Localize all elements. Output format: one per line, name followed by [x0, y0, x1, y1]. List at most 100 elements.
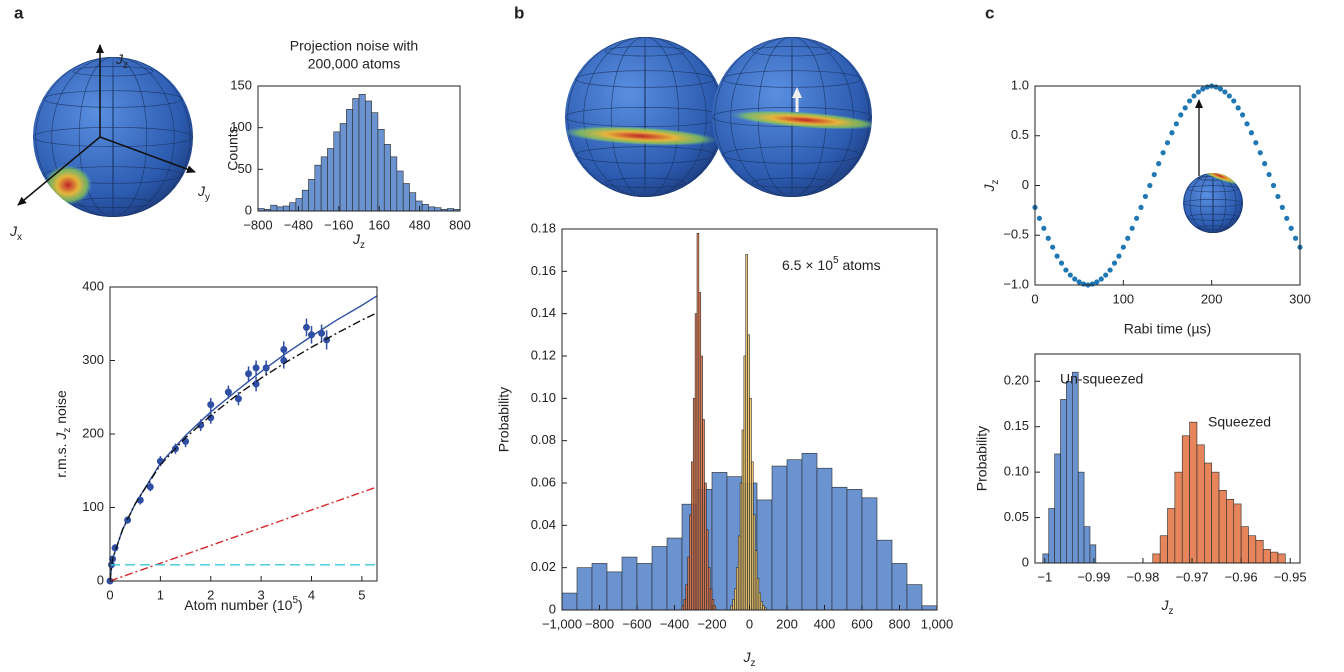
data-point [1164, 140, 1171, 146]
bar [861, 497, 878, 611]
y-tick-label: 0 [97, 572, 104, 587]
text-part: z [62, 428, 73, 433]
bar [396, 170, 404, 212]
bar [390, 156, 398, 212]
bar [428, 206, 436, 212]
x-tick-label: −160 [324, 217, 353, 232]
meridian [1189, 173, 1237, 233]
x-tick-label: 400 [814, 616, 836, 631]
axis-arrow [17, 136, 101, 206]
bar [1077, 471, 1085, 564]
y-tick-label: 0.06 [531, 474, 556, 489]
y-tick-label: 0.20 [1004, 373, 1029, 388]
meridian [1183, 173, 1243, 233]
x-axis-label: Jz [352, 231, 365, 251]
y-tick-label: 0 [1022, 177, 1029, 192]
data-point [1253, 140, 1259, 146]
x-axis-label: Rabi time (µs) [1124, 321, 1211, 337]
y-tick-label: 0.15 [1004, 418, 1029, 433]
y-tick-label: 0.16 [531, 263, 556, 278]
bar [831, 486, 848, 611]
meridian [610, 37, 680, 197]
bar [377, 129, 385, 212]
parallel [72, 66, 154, 77]
meridian [51, 57, 175, 217]
data-point [1270, 182, 1277, 189]
y-tick-label: 0.10 [531, 390, 556, 405]
data-point [1222, 89, 1228, 95]
bar [352, 98, 360, 212]
bar [1048, 508, 1055, 564]
x-axis-label: Jz [743, 649, 756, 669]
bar [1262, 549, 1271, 564]
series-label: Un-squeezed [1060, 371, 1143, 387]
fit-line [109, 295, 378, 582]
bar [1066, 380, 1073, 564]
data-point [245, 370, 253, 378]
bar [327, 148, 335, 212]
sphere-axis-label: Jy [197, 183, 210, 203]
bar [1196, 444, 1205, 564]
text-part: J [981, 184, 997, 193]
bar [1167, 508, 1176, 564]
text-part: J [197, 183, 206, 199]
x-tick-label: −0.97 [1176, 569, 1209, 584]
bar [421, 204, 429, 212]
x-tick-label: −600 [622, 616, 651, 631]
distribution [44, 165, 92, 205]
data-point [1191, 93, 1197, 99]
y-tick-label: 0.05 [1004, 509, 1029, 524]
bar [1083, 526, 1091, 564]
x-tick-label: −1 [1037, 569, 1052, 584]
distribution [730, 110, 872, 130]
parallel [43, 166, 183, 184]
data-point [1041, 225, 1047, 231]
panel-label: c [985, 3, 994, 22]
data-point [1186, 98, 1193, 104]
bar [1071, 371, 1079, 564]
y-axis-label: Probability [496, 387, 512, 452]
x-axis-label: Jz [1161, 597, 1174, 617]
bar [846, 489, 863, 611]
data-point [1266, 171, 1272, 178]
data-point [1235, 105, 1241, 111]
meridian [1199, 173, 1227, 233]
x-tick-label: 1 [157, 587, 164, 602]
x-tick-label: −1,000 [542, 616, 582, 631]
bar [333, 131, 341, 212]
meridian [78, 57, 148, 217]
x-tick-label: −800 [243, 217, 272, 232]
x-tick-label: −800 [585, 616, 614, 631]
bar [786, 459, 803, 611]
plot-frame [257, 85, 461, 212]
data-point [1129, 225, 1135, 231]
bar [402, 183, 410, 212]
bar [906, 584, 923, 611]
bar [876, 539, 893, 611]
bar [1152, 553, 1161, 564]
data-point [1094, 279, 1100, 285]
data-point [280, 345, 288, 353]
bar [409, 192, 417, 212]
x-axis-label: Atom number (105) [184, 595, 302, 613]
bar [711, 472, 728, 611]
y-tick-label: 1.0 [1011, 77, 1029, 92]
bar [1270, 551, 1279, 564]
data-point [1262, 161, 1268, 167]
bar [282, 205, 290, 212]
meridian [583, 37, 707, 197]
data-point [1248, 130, 1255, 136]
chart-title: 200,000 atoms [308, 56, 401, 72]
data-point [1200, 86, 1206, 92]
text-part: z [751, 658, 756, 669]
x-tick-label: −200 [697, 616, 726, 631]
data-point [308, 331, 316, 339]
data-point [146, 483, 154, 491]
text-part: J [9, 223, 18, 239]
data-point [1160, 150, 1166, 156]
bar [1174, 471, 1183, 564]
text-part: 6.5 × 10 [782, 257, 833, 273]
y-axis-label: Counts [225, 126, 241, 170]
x-tick-label: 800 [889, 616, 911, 631]
data-point [1080, 281, 1087, 287]
